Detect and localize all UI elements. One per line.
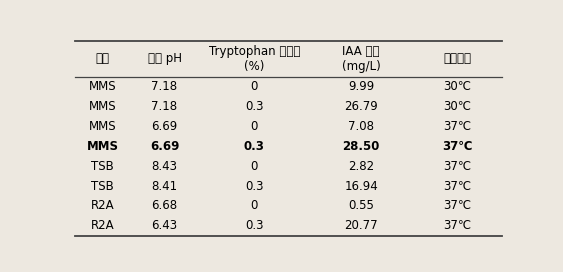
Text: 0: 0: [251, 160, 258, 173]
Text: MMS: MMS: [87, 140, 119, 153]
Text: 37℃: 37℃: [444, 180, 471, 193]
Text: 37℃: 37℃: [444, 160, 471, 173]
Text: R2A: R2A: [91, 219, 114, 232]
Text: 20.77: 20.77: [345, 219, 378, 232]
Text: 0.3: 0.3: [245, 180, 263, 193]
Text: 7.18: 7.18: [151, 100, 177, 113]
Text: 26.79: 26.79: [345, 100, 378, 113]
Text: 0.3: 0.3: [244, 140, 265, 153]
Text: 30℃: 30℃: [444, 80, 471, 93]
Text: 6.43: 6.43: [151, 219, 177, 232]
Text: 8.43: 8.43: [151, 160, 177, 173]
Text: 37℃: 37℃: [442, 140, 473, 153]
Text: MMS: MMS: [89, 120, 117, 133]
Text: 28.50: 28.50: [342, 140, 380, 153]
Text: Tryptophan 첨가량
(%): Tryptophan 첨가량 (%): [209, 45, 300, 73]
Text: 16.94: 16.94: [345, 180, 378, 193]
Text: 0.55: 0.55: [348, 199, 374, 212]
Text: 0.3: 0.3: [245, 100, 263, 113]
Text: 배양온도: 배양온도: [444, 52, 471, 65]
Text: R2A: R2A: [91, 199, 114, 212]
Text: TSB: TSB: [91, 180, 114, 193]
Text: MMS: MMS: [89, 80, 117, 93]
Text: 37℃: 37℃: [444, 219, 471, 232]
Text: 배지: 배지: [96, 52, 110, 65]
Text: 37℃: 37℃: [444, 199, 471, 212]
Text: TSB: TSB: [91, 160, 114, 173]
Text: 최종 pH: 최종 pH: [148, 52, 181, 65]
Text: 6.68: 6.68: [151, 199, 177, 212]
Text: IAA 농도
(mg/L): IAA 농도 (mg/L): [342, 45, 381, 73]
Text: 2.82: 2.82: [348, 160, 374, 173]
Text: 30℃: 30℃: [444, 100, 471, 113]
Text: 8.41: 8.41: [151, 180, 177, 193]
Text: MMS: MMS: [89, 100, 117, 113]
Text: 6.69: 6.69: [151, 120, 178, 133]
Text: 9.99: 9.99: [348, 80, 374, 93]
Text: 0: 0: [251, 120, 258, 133]
Text: 0: 0: [251, 199, 258, 212]
Text: 6.69: 6.69: [150, 140, 179, 153]
Text: 7.18: 7.18: [151, 80, 177, 93]
Text: 37℃: 37℃: [444, 120, 471, 133]
Text: 0.3: 0.3: [245, 219, 263, 232]
Text: 7.08: 7.08: [348, 120, 374, 133]
Text: 0: 0: [251, 80, 258, 93]
